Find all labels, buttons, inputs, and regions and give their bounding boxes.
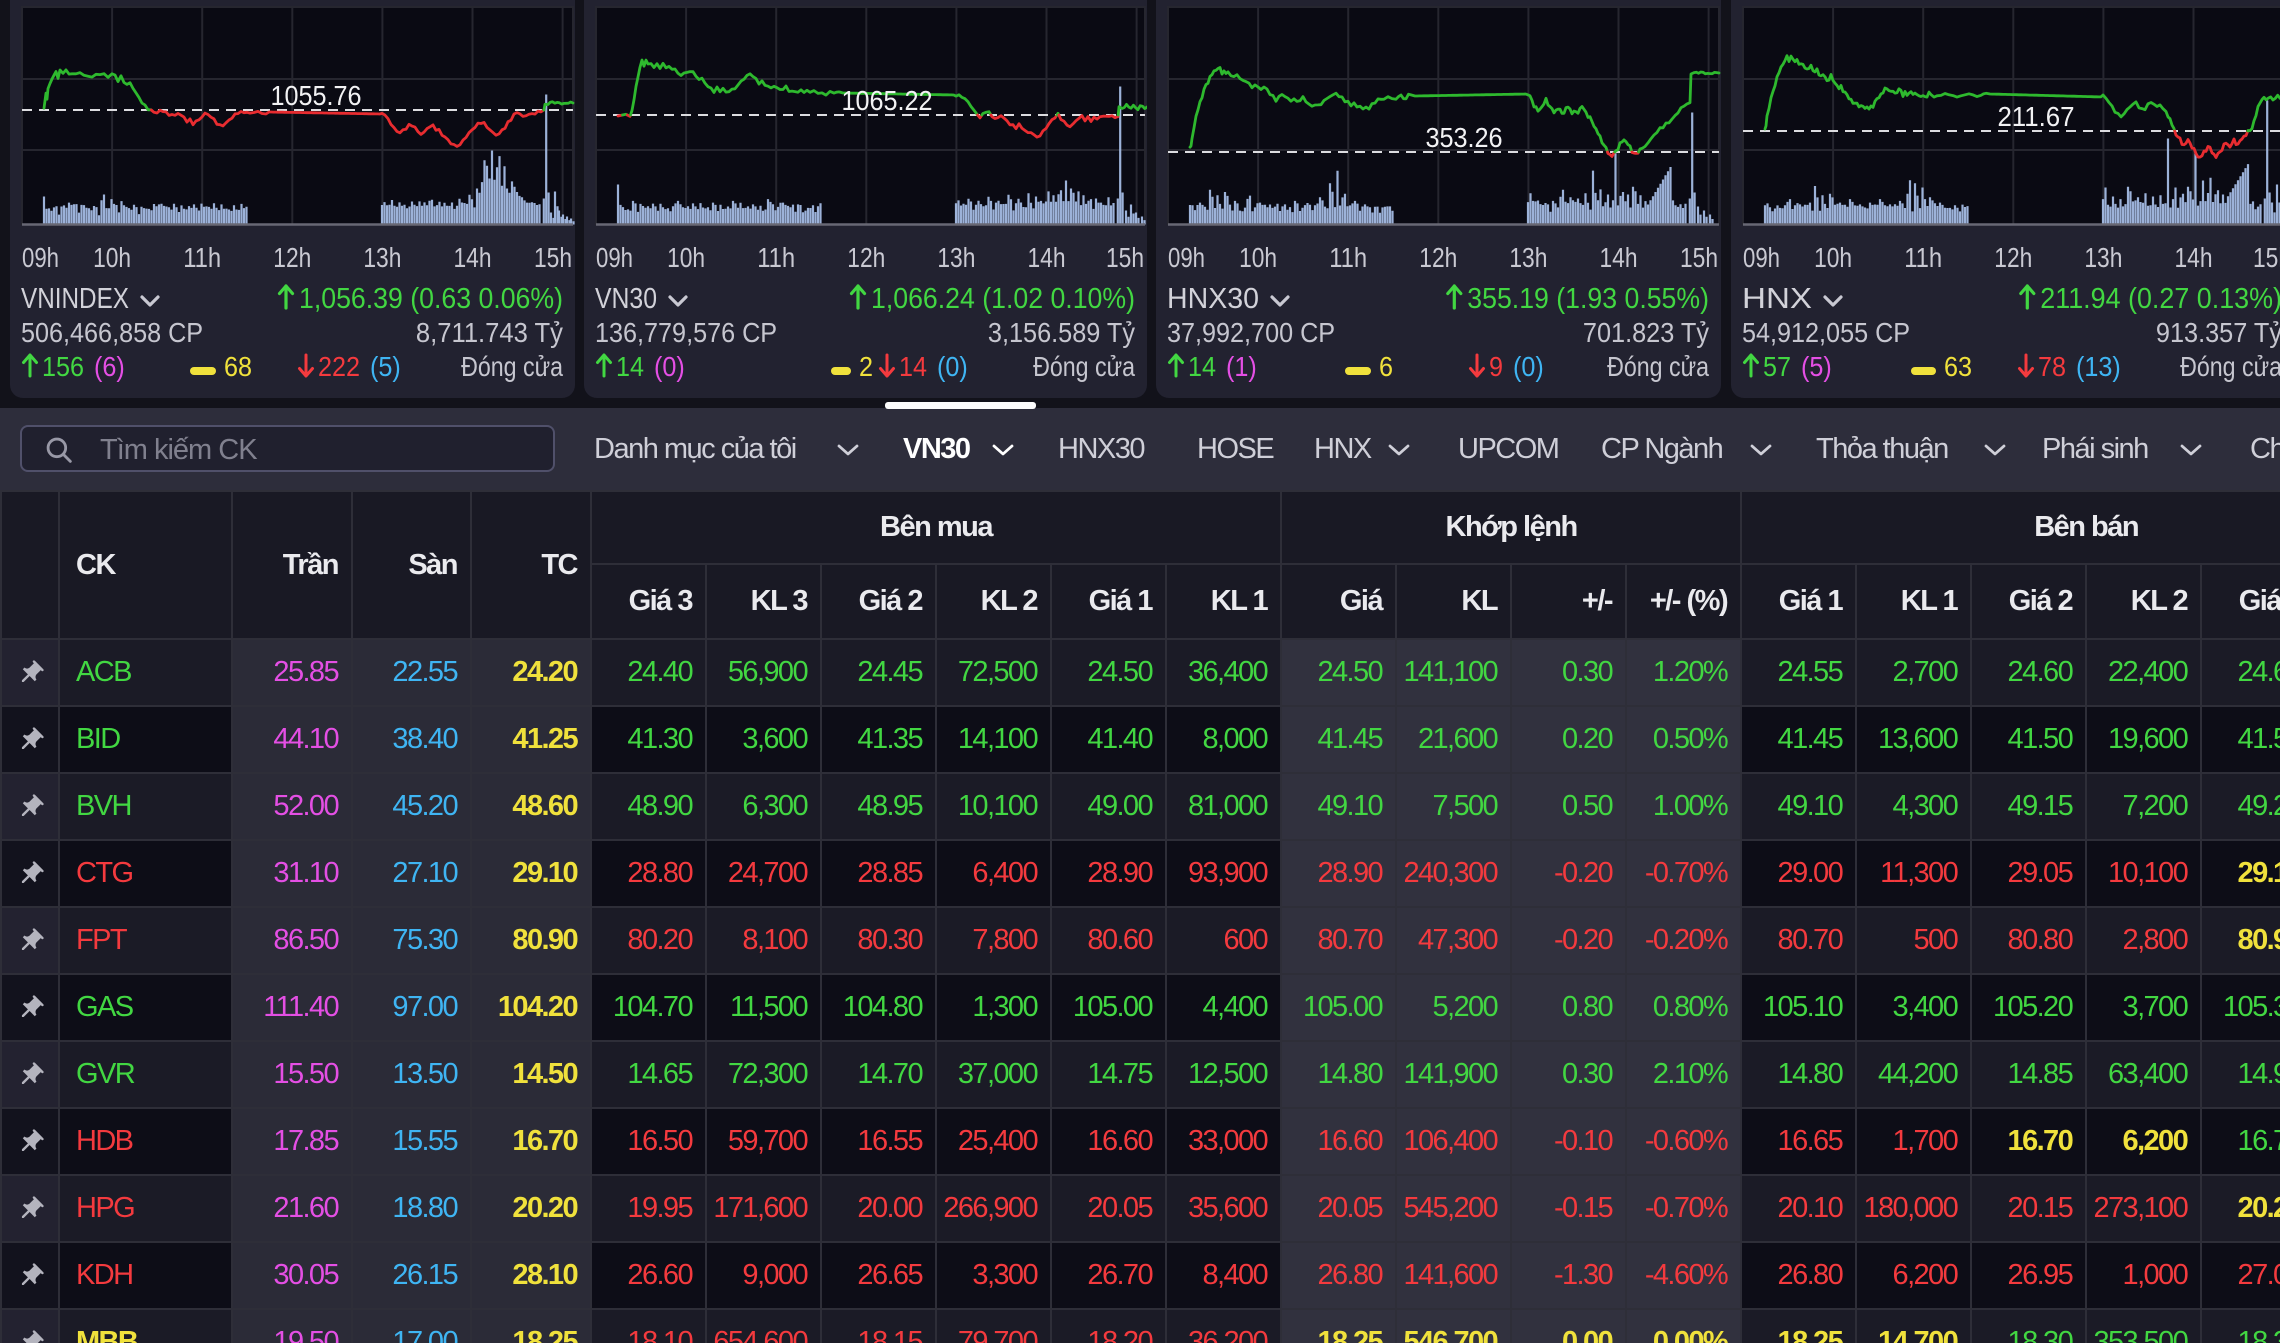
svg-text:222: 222 <box>318 351 360 382</box>
svg-text:(5): (5) <box>1801 351 1832 382</box>
svg-text:15h: 15h <box>1106 242 1144 273</box>
svg-text:14: 14 <box>1188 351 1216 382</box>
svg-text:156: 156 <box>42 351 84 382</box>
svg-text:9: 9 <box>1489 351 1503 382</box>
svg-text:15h: 15h <box>2253 242 2280 273</box>
svg-text:Đóng cửa: Đóng cửa <box>461 351 563 382</box>
svg-text:63: 63 <box>1944 351 1972 382</box>
svg-text:Đóng cửa: Đóng cửa <box>2180 351 2280 382</box>
svg-text:37,992,700 CP: 37,992,700 CP <box>1167 317 1335 348</box>
svg-text:14h: 14h <box>2175 242 2213 273</box>
svg-text:VNINDEX: VNINDEX <box>21 283 129 315</box>
svg-text:6: 6 <box>1379 351 1393 382</box>
svg-text:(13): (13) <box>2076 351 2121 382</box>
svg-text:09h: 09h <box>1743 242 1780 273</box>
svg-text:1,056.39 (0.63 0.06%): 1,056.39 (0.63 0.06%) <box>299 283 563 315</box>
svg-text:09h: 09h <box>596 242 633 273</box>
svg-text:12h: 12h <box>273 242 311 273</box>
svg-text:57: 57 <box>1763 351 1791 382</box>
svg-text:211.94 (0.27 0.13%): 211.94 (0.27 0.13%) <box>2040 283 2280 315</box>
svg-text:68: 68 <box>224 351 252 382</box>
svg-text:211.67: 211.67 <box>1997 101 2074 132</box>
svg-text:78: 78 <box>2038 351 2066 382</box>
svg-text:09h: 09h <box>22 242 59 273</box>
svg-text:(0): (0) <box>1513 351 1544 382</box>
svg-text:1065.22: 1065.22 <box>841 85 932 116</box>
svg-text:11h: 11h <box>1329 242 1367 273</box>
svg-text:VN30: VN30 <box>595 283 657 315</box>
svg-text:HNX: HNX <box>1742 283 1812 315</box>
svg-text:506,466,858 CP: 506,466,858 CP <box>21 317 203 348</box>
svg-text:(0): (0) <box>654 351 685 382</box>
svg-text:1,066.24 (1.02 0.10%): 1,066.24 (1.02 0.10%) <box>871 283 1135 315</box>
svg-text:3,156.589 Tỷ: 3,156.589 Tỷ <box>988 317 1135 348</box>
svg-text:10h: 10h <box>1239 242 1277 273</box>
svg-text:11h: 11h <box>1904 242 1942 273</box>
svg-text:14h: 14h <box>1600 242 1638 273</box>
svg-text:14: 14 <box>616 351 644 382</box>
svg-text:11h: 11h <box>183 242 221 273</box>
svg-text:353.26: 353.26 <box>1425 122 1502 153</box>
svg-text:355.19 (1.93 0.55%): 355.19 (1.93 0.55%) <box>1467 283 1709 315</box>
svg-text:1055.76: 1055.76 <box>270 80 361 111</box>
svg-text:12h: 12h <box>847 242 885 273</box>
svg-text:701.823 Tỷ: 701.823 Tỷ <box>1583 317 1709 348</box>
svg-text:11h: 11h <box>757 242 795 273</box>
svg-text:(5): (5) <box>370 351 401 382</box>
svg-text:HNX30: HNX30 <box>1167 283 1259 315</box>
svg-text:(6): (6) <box>94 351 125 382</box>
svg-text:14h: 14h <box>454 242 492 273</box>
svg-text:8,711.743 Tỷ: 8,711.743 Tỷ <box>416 317 563 348</box>
svg-text:09h: 09h <box>1168 242 1205 273</box>
svg-text:15h: 15h <box>534 242 572 273</box>
svg-text:15h: 15h <box>1680 242 1718 273</box>
svg-text:14h: 14h <box>1028 242 1066 273</box>
svg-text:10h: 10h <box>1814 242 1852 273</box>
svg-text:13h: 13h <box>363 242 401 273</box>
svg-text:136,779,576 CP: 136,779,576 CP <box>595 317 777 348</box>
svg-text:13h: 13h <box>1509 242 1547 273</box>
svg-text:12h: 12h <box>1419 242 1457 273</box>
svg-text:10h: 10h <box>667 242 705 273</box>
svg-text:(1): (1) <box>1226 351 1257 382</box>
svg-text:13h: 13h <box>2084 242 2122 273</box>
svg-text:2: 2 <box>859 351 873 382</box>
svg-text:Đóng cửa: Đóng cửa <box>1607 351 1709 382</box>
svg-text:(0): (0) <box>937 351 968 382</box>
svg-text:13h: 13h <box>937 242 975 273</box>
svg-text:Đóng cửa: Đóng cửa <box>1033 351 1135 382</box>
svg-text:54,912,055 CP: 54,912,055 CP <box>1742 317 1910 348</box>
svg-text:14: 14 <box>899 351 927 382</box>
svg-text:12h: 12h <box>1994 242 2032 273</box>
svg-text:10h: 10h <box>93 242 131 273</box>
svg-text:913.357 Tỷ: 913.357 Tỷ <box>2156 317 2280 348</box>
